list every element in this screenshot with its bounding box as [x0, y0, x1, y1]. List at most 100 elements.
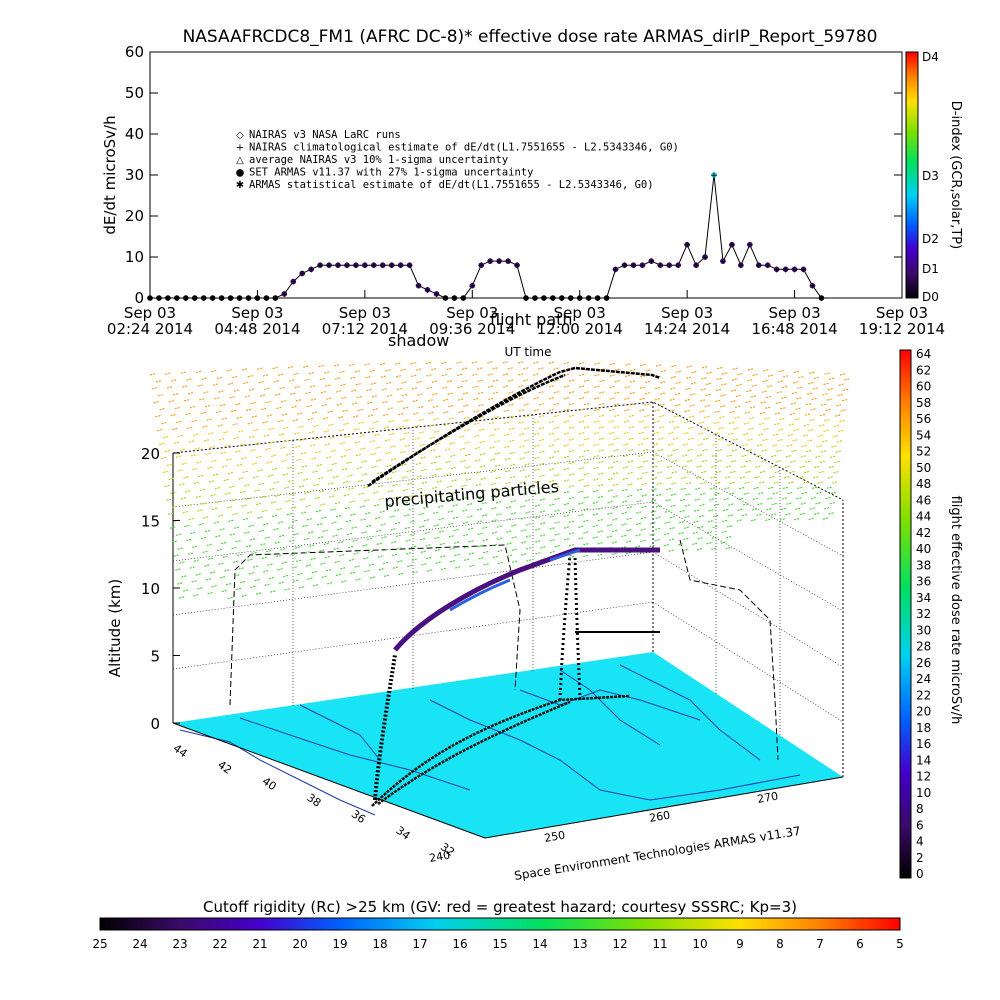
particle-mark — [406, 551, 413, 555]
particle-mark — [328, 482, 335, 485]
particle-mark — [277, 521, 284, 524]
particle-mark — [265, 447, 272, 451]
particle-mark — [467, 527, 475, 531]
dose-tick-label: 14 — [916, 753, 931, 767]
particle-mark — [225, 492, 232, 495]
particle-mark — [215, 534, 222, 538]
particle-mark — [667, 454, 674, 457]
particle-mark — [401, 381, 408, 384]
particle-mark — [415, 368, 423, 371]
particle-mark — [638, 442, 645, 446]
data-point — [191, 295, 198, 301]
particle-mark — [674, 414, 681, 418]
data-point-plus: + — [289, 278, 297, 288]
particle-mark — [838, 429, 845, 433]
particle-mark — [338, 540, 345, 544]
data-point-plus: + — [486, 257, 494, 267]
particle-mark — [157, 393, 164, 397]
particle-mark — [206, 418, 213, 422]
dose-tick-label: 30 — [916, 623, 931, 637]
dose-tick-label: 62 — [916, 363, 931, 377]
chart-title: NASAAFRCDC8_FM1 (AFRC DC-8)* effective d… — [183, 27, 878, 47]
particle-mark — [694, 498, 701, 501]
particle-mark — [497, 561, 505, 565]
particle-mark — [623, 431, 630, 435]
particle-mark — [823, 382, 830, 386]
particle-mark — [313, 424, 320, 427]
particle-mark — [483, 550, 490, 554]
particle-mark — [518, 420, 526, 424]
particle-mark — [330, 508, 337, 511]
particle-mark — [776, 390, 783, 394]
data-point — [505, 258, 511, 264]
dose-tick-label: 2 — [916, 851, 924, 865]
particle-mark — [411, 558, 418, 561]
particle-mark — [201, 502, 208, 505]
particle-mark — [621, 523, 628, 526]
particle-mark — [504, 433, 511, 437]
data-point-plus: + — [495, 257, 503, 267]
particle-mark — [259, 394, 267, 397]
particle-mark — [702, 437, 710, 441]
particle-mark — [731, 378, 739, 381]
particle-mark — [221, 417, 228, 420]
particle-mark — [554, 485, 561, 489]
longitude-tick-label: 260 — [648, 809, 671, 825]
particle-mark — [517, 360, 525, 364]
data-point — [514, 262, 520, 269]
particle-mark — [496, 525, 504, 528]
particle-mark — [671, 364, 678, 368]
particle-mark — [232, 512, 239, 516]
particle-mark — [425, 543, 432, 547]
particle-mark — [247, 421, 254, 425]
data-point-plus: + — [818, 294, 826, 304]
particle-mark — [598, 472, 605, 475]
dose-ticks: 6462605856545250484644424038363432302826… — [916, 347, 931, 881]
particle-mark — [358, 421, 365, 425]
particle-mark — [777, 380, 784, 383]
particle-mark — [375, 446, 382, 449]
particle-mark — [204, 529, 212, 533]
particle-mark — [447, 392, 454, 395]
particle-mark — [667, 442, 675, 446]
particle-mark — [824, 506, 831, 510]
particle-mark — [269, 487, 276, 491]
particle-mark — [462, 508, 469, 512]
cutoff-tick-label: 13 — [572, 937, 587, 951]
particle-mark — [188, 517, 195, 521]
particle-mark — [765, 406, 772, 409]
particle-mark — [186, 503, 194, 507]
particle-mark — [320, 503, 327, 506]
particle-mark — [597, 507, 605, 510]
particle-mark — [209, 571, 217, 574]
particle-mark — [671, 482, 678, 485]
particle-mark — [368, 427, 376, 430]
data-point-plus: + — [245, 294, 253, 304]
particle-mark — [256, 455, 263, 459]
particle-mark — [200, 536, 208, 540]
particle-mark — [495, 488, 503, 492]
particle-mark — [700, 387, 707, 391]
particle-mark — [343, 422, 350, 426]
cutoff-tick-label: 15 — [492, 937, 507, 951]
particle-mark — [507, 379, 515, 382]
particle-mark — [692, 542, 699, 546]
particle-mark — [503, 421, 511, 424]
particle-mark — [353, 552, 360, 555]
particle-mark — [165, 372, 172, 375]
particle-mark — [218, 390, 225, 393]
particle-mark — [752, 373, 759, 377]
particle-mark — [817, 481, 824, 484]
particle-mark — [347, 474, 354, 477]
particle-mark — [539, 510, 547, 513]
particle-mark — [231, 546, 238, 550]
particle-mark — [266, 414, 274, 417]
particle-mark — [448, 522, 455, 526]
dindex-tick-label: D1 — [922, 262, 939, 276]
particle-mark — [779, 518, 787, 521]
particle-mark — [698, 525, 705, 529]
particle-mark — [815, 501, 822, 505]
particle-mark — [397, 400, 404, 403]
particle-mark — [737, 372, 744, 376]
particle-mark — [749, 416, 756, 420]
